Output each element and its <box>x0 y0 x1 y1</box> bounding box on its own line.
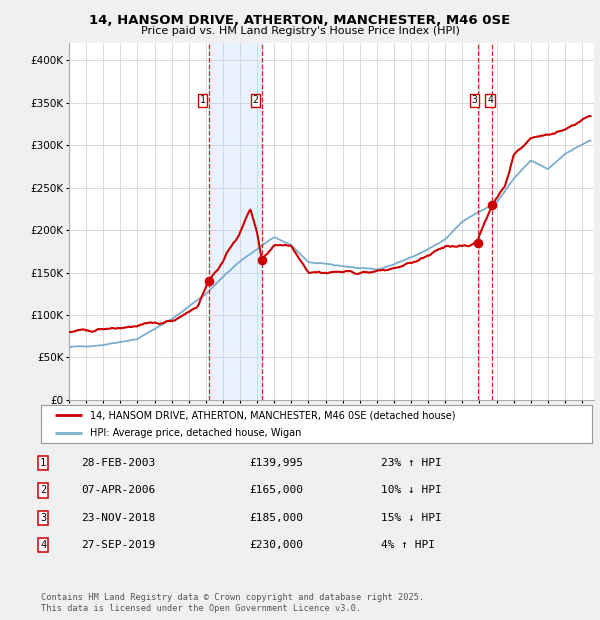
Text: 2: 2 <box>40 485 46 495</box>
Text: £185,000: £185,000 <box>249 513 303 523</box>
Text: 3: 3 <box>472 95 477 105</box>
Text: 23-NOV-2018: 23-NOV-2018 <box>81 513 155 523</box>
Text: 27-SEP-2019: 27-SEP-2019 <box>81 540 155 550</box>
Text: 1: 1 <box>200 95 205 105</box>
Text: 4: 4 <box>40 540 46 550</box>
Text: 4: 4 <box>487 95 493 105</box>
Text: 14, HANSOM DRIVE, ATHERTON, MANCHESTER, M46 0SE: 14, HANSOM DRIVE, ATHERTON, MANCHESTER, … <box>89 14 511 27</box>
Text: 3: 3 <box>40 513 46 523</box>
Text: 23% ↑ HPI: 23% ↑ HPI <box>381 458 442 468</box>
Text: £165,000: £165,000 <box>249 485 303 495</box>
Point <box>473 238 482 248</box>
Bar <box>209 43 262 400</box>
Text: 10% ↓ HPI: 10% ↓ HPI <box>381 485 442 495</box>
Text: 4% ↑ HPI: 4% ↑ HPI <box>381 540 435 550</box>
Point <box>487 200 497 210</box>
Text: 1: 1 <box>40 458 46 468</box>
Text: HPI: Average price, detached house, Wigan: HPI: Average price, detached house, Wiga… <box>91 428 302 438</box>
Text: 14, HANSOM DRIVE, ATHERTON, MANCHESTER, M46 0SE (detached house): 14, HANSOM DRIVE, ATHERTON, MANCHESTER, … <box>91 410 456 420</box>
Text: 07-APR-2006: 07-APR-2006 <box>81 485 155 495</box>
Text: £139,995: £139,995 <box>249 458 303 468</box>
Text: 15% ↓ HPI: 15% ↓ HPI <box>381 513 442 523</box>
Text: 28-FEB-2003: 28-FEB-2003 <box>81 458 155 468</box>
Point <box>257 255 266 265</box>
Text: Contains HM Land Registry data © Crown copyright and database right 2025.
This d: Contains HM Land Registry data © Crown c… <box>41 593 424 613</box>
Text: 2: 2 <box>253 95 259 105</box>
Point <box>204 276 214 286</box>
Text: Price paid vs. HM Land Registry's House Price Index (HPI): Price paid vs. HM Land Registry's House … <box>140 26 460 36</box>
Text: £230,000: £230,000 <box>249 540 303 550</box>
